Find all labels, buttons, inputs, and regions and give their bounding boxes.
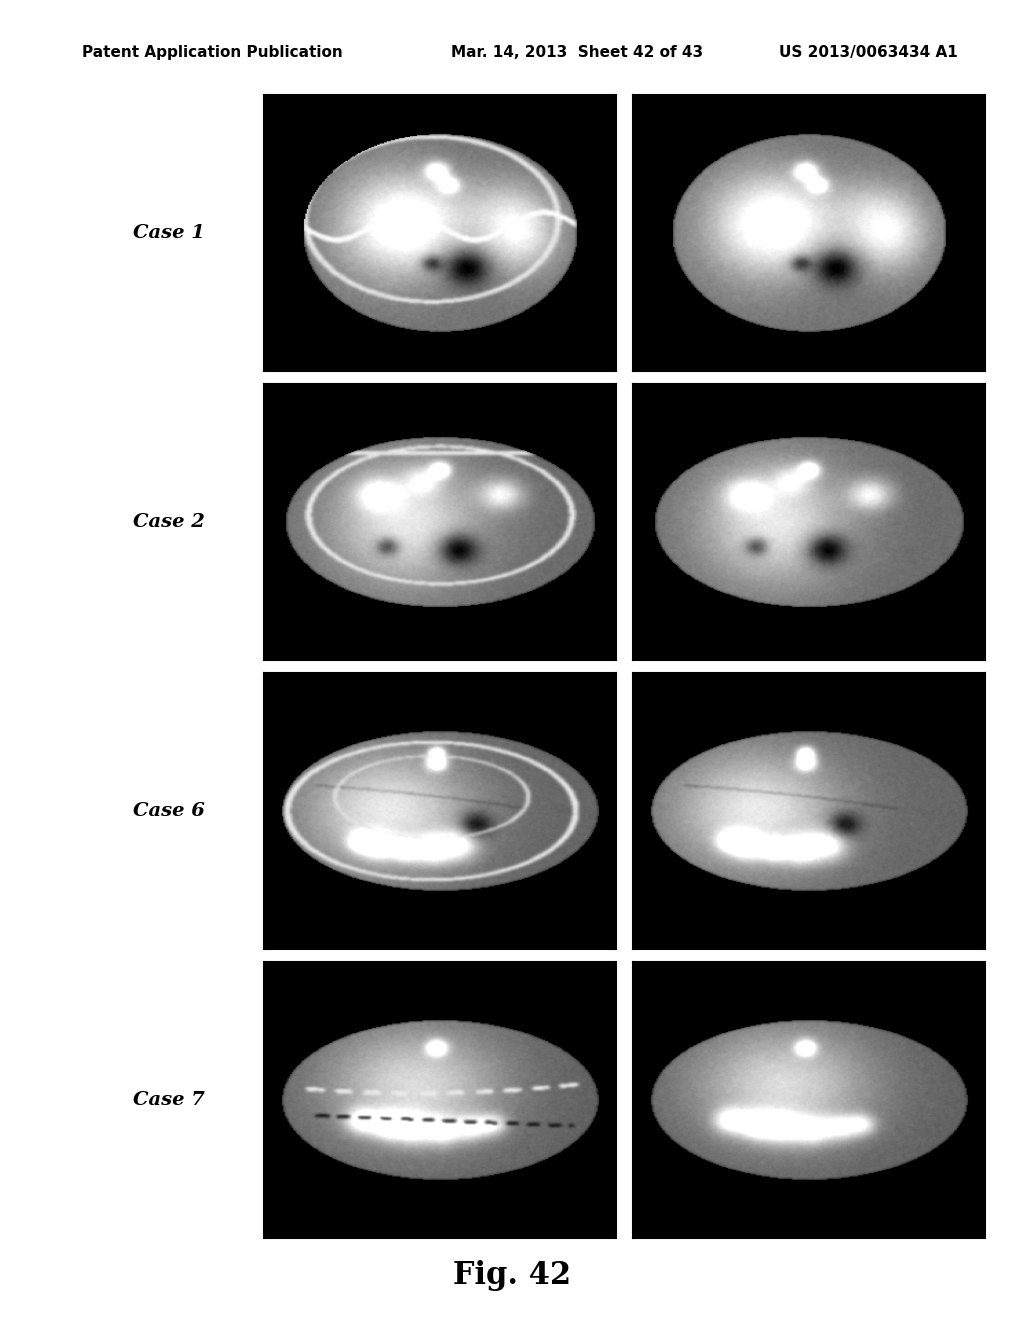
Text: Case 2: Case 2 — [133, 513, 205, 531]
Text: Fig. 42: Fig. 42 — [453, 1261, 571, 1291]
Text: Mar. 14, 2013  Sheet 42 of 43: Mar. 14, 2013 Sheet 42 of 43 — [451, 45, 702, 59]
Text: Case 7: Case 7 — [133, 1092, 205, 1109]
Text: Case 6: Case 6 — [133, 803, 205, 820]
Text: Case 1: Case 1 — [133, 224, 205, 242]
Text: US 2013/0063434 A1: US 2013/0063434 A1 — [778, 45, 957, 59]
Text: Patent Application Publication: Patent Application Publication — [82, 45, 343, 59]
